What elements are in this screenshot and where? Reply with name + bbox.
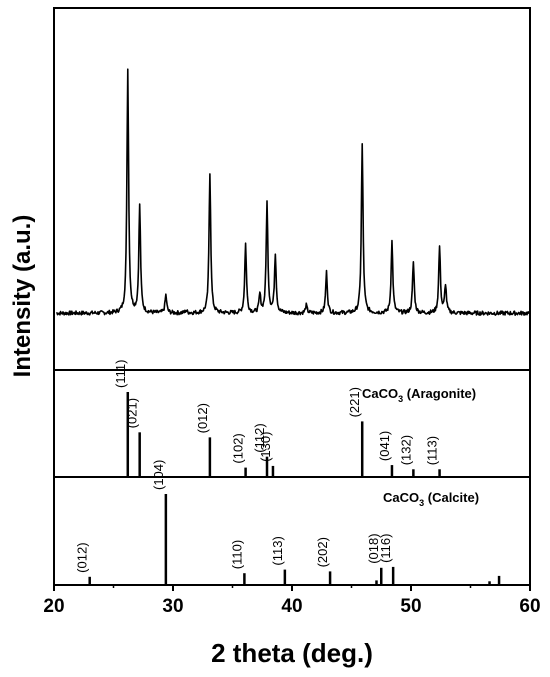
aragonite-reference-hkl-label: (221): [347, 387, 362, 417]
x-axis-title: 2 theta (deg.): [211, 638, 373, 668]
aragonite-reference-hkl-label: (112): [252, 423, 267, 452]
aragonite-reference-hkl-label: (102): [231, 433, 246, 463]
aragonite-reference-hkl-label: (132): [398, 435, 413, 465]
measured-panel-frame: [53, 7, 531, 371]
x-axis-ticks: 20 30 40 50 60: [43, 585, 541, 617]
calcite-reference-hkl-label: (110): [229, 540, 244, 569]
calcite-reference-hkl-label: (202): [315, 537, 330, 567]
aragonite-phase-label: CaCO3 (Aragonite): [362, 386, 476, 404]
calcite-reference-hkl-label: (113): [270, 536, 285, 565]
x-tick-label: 30: [162, 596, 183, 617]
calcite-sticks: (012) (104) (110) (113) (202) (018)(116): [75, 460, 501, 584]
x-tick-label: 50: [400, 596, 421, 617]
aragonite-reference-hkl-label: (130): [258, 432, 273, 462]
calcite-reference-hkl-label: (104): [151, 460, 166, 490]
measured-pattern-line: [56, 68, 530, 316]
aragonite-reference-hkl-label: (041): [377, 431, 392, 461]
aragonite-reference-hkl-label: (113): [425, 436, 440, 465]
calcite-reference-hkl-label: (116): [378, 534, 393, 563]
y-axis-title: Intensity (a.u.): [9, 215, 36, 378]
aragonite-sticks: (111) (021) (012) (102) (112)(130) (221) (041)…: [113, 360, 441, 476]
x-tick-label: 60: [519, 596, 540, 617]
calcite-phase-label: CaCO3 (Calcite): [383, 490, 479, 508]
calcite-reference-hkl-label: (012): [75, 542, 90, 572]
aragonite-reference-hkl-label: (021): [125, 398, 140, 428]
aragonite-reference-hkl-label: (111): [113, 360, 128, 388]
calcite-reference-hkl-label: (018): [366, 533, 381, 563]
aragonite-reference-hkl-label: (012): [195, 403, 210, 433]
x-tick-label: 40: [281, 596, 302, 617]
x-tick-label: 20: [43, 596, 64, 617]
